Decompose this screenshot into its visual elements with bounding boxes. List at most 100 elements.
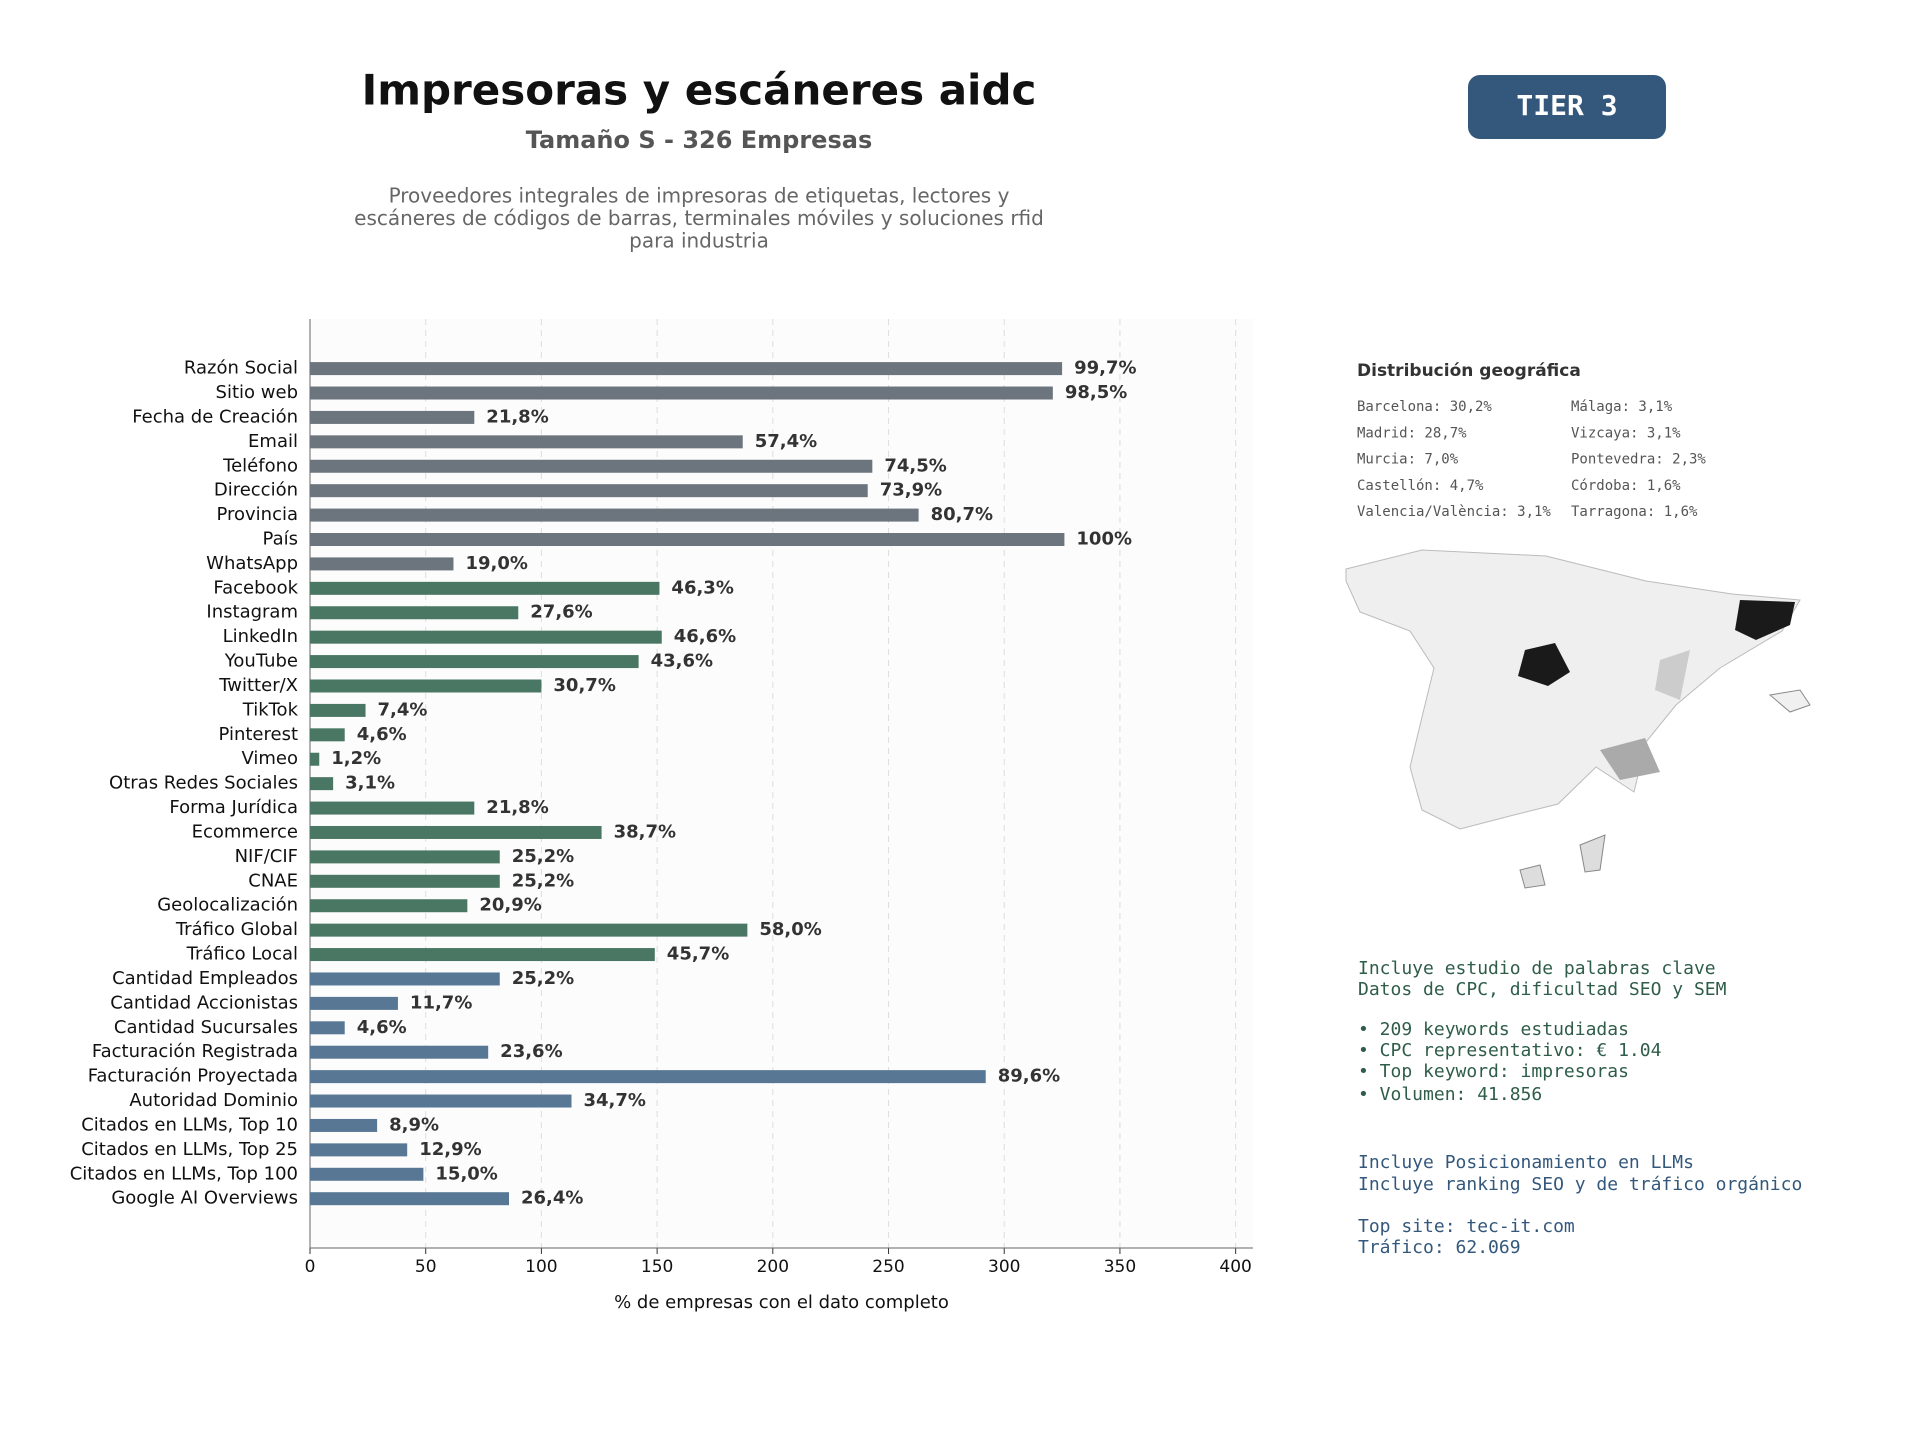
- bar: [310, 948, 655, 962]
- value-label: 34,7%: [583, 1090, 645, 1111]
- value-label: 3,1%: [345, 773, 395, 794]
- bar: [310, 533, 1065, 547]
- bar: [310, 972, 500, 986]
- y-tick-label: Tráfico Local: [186, 944, 298, 965]
- bar: [310, 435, 743, 449]
- description-line: Proveedores integrales de impresoras de …: [389, 184, 1010, 208]
- y-tick-label: Email: [248, 431, 298, 452]
- value-label: 25,2%: [512, 968, 574, 989]
- y-tick-label: Fecha de Creación: [132, 406, 298, 427]
- value-label: 20,9%: [479, 895, 541, 916]
- bar: [310, 484, 868, 498]
- y-tick-label: Sitio web: [216, 382, 298, 403]
- y-tick-label: Cantidad Empleados: [112, 968, 298, 989]
- bar: [310, 386, 1053, 400]
- y-tick-label: País: [263, 529, 298, 550]
- bar: [310, 508, 919, 522]
- y-tick-label: TikTok: [242, 699, 299, 720]
- bar: [310, 777, 334, 791]
- value-label: 8,9%: [389, 1114, 439, 1135]
- map-murcia: [1600, 738, 1660, 780]
- seo-note: Datos de CPC, dificultad SEO y SEM: [1358, 979, 1727, 1000]
- map-canaries: [1519, 864, 1546, 889]
- bar: [310, 850, 500, 864]
- value-label: 15,0%: [435, 1163, 497, 1184]
- value-label: 46,6%: [674, 626, 736, 647]
- geo-item: Córdoba: 1,6%: [1571, 478, 1681, 494]
- bar: [310, 1143, 408, 1157]
- bar: [310, 1094, 572, 1108]
- bar: [310, 728, 345, 742]
- y-tick-label: Forma Jurídica: [169, 797, 298, 818]
- y-tick-label: Google AI Overviews: [111, 1188, 298, 1209]
- llm-note: Incluye ranking SEO y de tráfico orgánic…: [1358, 1174, 1802, 1195]
- value-label: 25,2%: [512, 870, 574, 891]
- seo-note: Incluye estudio de palabras clave: [1358, 958, 1716, 979]
- llm-note: Tráfico: 62.069: [1358, 1237, 1521, 1258]
- bar: [310, 606, 519, 620]
- y-tick-label: Geolocalización: [157, 895, 298, 916]
- y-tick-label: Teléfono: [222, 455, 298, 476]
- value-label: 38,7%: [614, 821, 676, 842]
- map-barcelona: [1735, 600, 1795, 640]
- llm-note: Top site: tec-it.com: [1358, 1216, 1575, 1237]
- tier-badge-text: TIER 3: [1516, 89, 1617, 122]
- bar: [310, 581, 660, 595]
- value-label: 80,7%: [931, 504, 993, 525]
- y-tick-label: LinkedIn: [223, 626, 298, 647]
- y-tick-label: Twitter/X: [218, 675, 298, 696]
- seo-note: • CPC representativo: € 1.04: [1358, 1040, 1661, 1061]
- map-castellon: [1655, 650, 1690, 700]
- y-tick-label: Tráfico Global: [175, 919, 298, 940]
- seo-note: • Top keyword: impresoras: [1358, 1061, 1629, 1082]
- bar: [310, 825, 602, 839]
- bar: [310, 899, 468, 913]
- bar: [310, 1045, 489, 1059]
- x-tick-label: 50: [415, 1257, 437, 1277]
- geo-item: Castellón: 4,7%: [1357, 478, 1484, 494]
- value-label: 4,6%: [357, 1017, 407, 1038]
- y-tick-label: YouTube: [224, 651, 298, 672]
- bar: [310, 801, 475, 815]
- y-tick-label: Autoridad Dominio: [129, 1090, 298, 1111]
- y-tick-label: Cantidad Accionistas: [110, 992, 298, 1013]
- value-label: 57,4%: [755, 431, 817, 452]
- bar: [310, 1167, 424, 1181]
- geo-item: Murcia: 7,0%: [1357, 452, 1459, 468]
- description-line: para industria: [629, 229, 769, 253]
- y-tick-label: NIF/CIF: [235, 846, 298, 867]
- y-tick-label: Citados en LLMs, Top 25: [81, 1139, 298, 1160]
- value-label: 25,2%: [512, 846, 574, 867]
- x-tick-label: 150: [641, 1257, 673, 1277]
- value-label: 100%: [1076, 529, 1132, 550]
- bar: [310, 630, 662, 644]
- value-label: 98,5%: [1065, 382, 1127, 403]
- y-tick-label: Facebook: [213, 577, 298, 598]
- geo-item: Tarragona: 1,6%: [1571, 504, 1698, 520]
- y-tick-label: CNAE: [248, 870, 298, 891]
- value-label: 7,4%: [378, 699, 428, 720]
- value-label: 26,4%: [521, 1188, 583, 1209]
- seo-note: • 209 keywords estudiadas: [1358, 1019, 1629, 1040]
- bar: [310, 996, 398, 1010]
- spain-map: [1345, 549, 1811, 889]
- map-madrid: [1518, 643, 1570, 686]
- x-tick-label: 350: [1104, 1257, 1136, 1277]
- description-line: escáneres de códigos de barras, terminal…: [354, 206, 1044, 230]
- bar: [310, 459, 873, 473]
- value-label: 21,8%: [486, 797, 548, 818]
- y-tick-label: Instagram: [206, 602, 298, 623]
- y-tick-label: Ecommerce: [192, 821, 298, 842]
- value-label: 27,6%: [530, 602, 592, 623]
- x-tick-label: 0: [305, 1257, 316, 1277]
- bar: [310, 410, 475, 424]
- geo-item: Madrid: 28,7%: [1357, 425, 1467, 441]
- value-label: 23,6%: [500, 1041, 562, 1062]
- bar: [310, 655, 639, 669]
- value-label: 43,6%: [651, 651, 713, 672]
- plot-background: [310, 319, 1253, 1248]
- y-tick-label: Citados en LLMs, Top 10: [81, 1114, 298, 1135]
- llm-note: Incluye Posicionamiento en LLMs: [1358, 1152, 1694, 1173]
- geo-item: Pontevedra: 2,3%: [1571, 452, 1706, 468]
